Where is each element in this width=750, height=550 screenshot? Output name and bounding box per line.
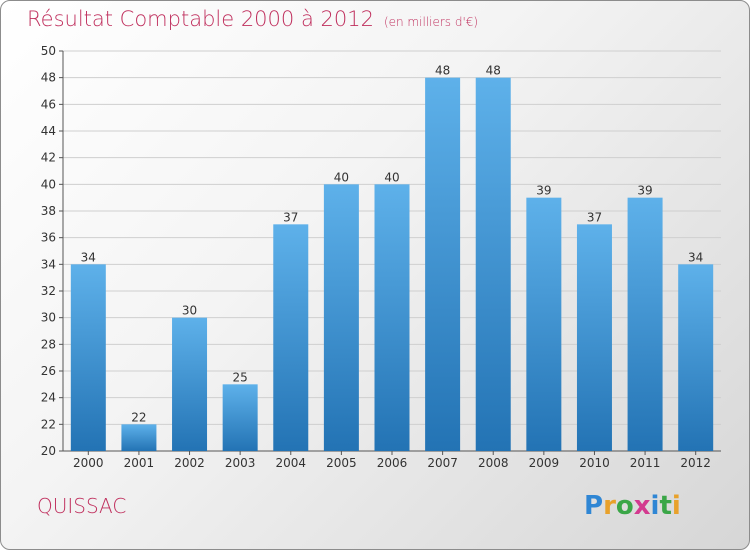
logo-letter: x xyxy=(633,491,651,521)
bar-2010 xyxy=(576,224,612,451)
logo-letter: o xyxy=(615,491,634,521)
data-label-2007: 48 xyxy=(435,64,450,78)
ytick-label-38: 38 xyxy=(41,204,56,218)
ytick-label-24: 24 xyxy=(41,391,56,405)
data-label-2012: 34 xyxy=(688,250,703,264)
data-label-2011: 39 xyxy=(637,184,652,198)
ytick-label-50: 50 xyxy=(41,44,56,58)
data-label-2008: 48 xyxy=(486,64,501,78)
ytick-label-26: 26 xyxy=(41,364,56,378)
xtick-label-2006: 2006 xyxy=(377,456,408,470)
xtick-label-2011: 2011 xyxy=(630,456,661,470)
xtick-label-2012: 2012 xyxy=(680,456,711,470)
ytick-label-46: 46 xyxy=(41,97,56,111)
chart-title: Résultat Comptable 2000 à 2012 (en millie… xyxy=(27,7,478,31)
xtick-label-2010: 2010 xyxy=(579,456,610,470)
bar-2007 xyxy=(425,77,461,452)
data-label-2000: 34 xyxy=(81,250,96,264)
bar-2000 xyxy=(70,264,106,451)
ytick-label-40: 40 xyxy=(41,177,56,191)
chart-unit: (en milliers d'€) xyxy=(383,15,479,29)
bar-2004 xyxy=(273,224,309,451)
data-label-2001: 22 xyxy=(131,410,146,424)
xtick-label-2009: 2009 xyxy=(529,456,560,470)
data-label-2004: 37 xyxy=(283,210,298,224)
chart-title-text: Résultat Comptable 2000 à 2012 xyxy=(27,7,374,31)
bar-2011 xyxy=(627,197,663,451)
xtick-label-2005: 2005 xyxy=(326,456,357,470)
proxiti-logo[interactable]: Proxiti xyxy=(584,491,681,521)
bar-2006 xyxy=(374,184,410,452)
ytick-label-22: 22 xyxy=(41,417,56,431)
xtick-label-2002: 2002 xyxy=(174,456,205,470)
ytick-label-42: 42 xyxy=(41,151,56,165)
data-label-2003: 25 xyxy=(233,370,248,384)
xtick-label-2007: 2007 xyxy=(427,456,458,470)
logo-letter: i xyxy=(650,491,660,521)
data-label-2009: 39 xyxy=(536,184,551,198)
bar-2003 xyxy=(222,384,258,451)
bar-2009 xyxy=(526,197,562,451)
xtick-label-2000: 2000 xyxy=(73,456,104,470)
data-label-2002: 30 xyxy=(182,304,197,318)
bar-2008 xyxy=(475,77,511,452)
xtick-label-2001: 2001 xyxy=(124,456,155,470)
bar-layer xyxy=(70,77,714,452)
logo-letter: i xyxy=(671,491,681,521)
bar-2002 xyxy=(172,317,208,451)
label-layer: 2000 34 2001 22 2002 30 2003 25 2004 37 2005 40 2006… xyxy=(73,64,711,470)
ytick-label-20: 20 xyxy=(41,444,56,458)
bar-2001 xyxy=(121,424,157,451)
ytick-label-34: 34 xyxy=(41,257,56,271)
data-label-2005: 40 xyxy=(334,170,349,184)
city-name: QUISSAC xyxy=(37,494,127,518)
xtick-label-2008: 2008 xyxy=(478,456,509,470)
ytick-label-36: 36 xyxy=(41,231,56,245)
ytick-label-28: 28 xyxy=(41,337,56,351)
ytick-label-48: 48 xyxy=(41,71,56,85)
ytick-label-30: 30 xyxy=(41,311,56,325)
logo-letter: t xyxy=(659,491,672,521)
data-label-2010: 37 xyxy=(587,210,602,224)
xtick-label-2004: 2004 xyxy=(275,456,306,470)
bar-2005 xyxy=(323,184,359,452)
bar-2012 xyxy=(678,264,714,451)
logo-letter: r xyxy=(603,491,616,521)
ytick-label-44: 44 xyxy=(41,124,56,138)
data-label-2006: 40 xyxy=(384,170,399,184)
xtick-label-2003: 2003 xyxy=(225,456,256,470)
ytick-label-32: 32 xyxy=(41,284,56,298)
logo-letter: P xyxy=(584,491,604,521)
